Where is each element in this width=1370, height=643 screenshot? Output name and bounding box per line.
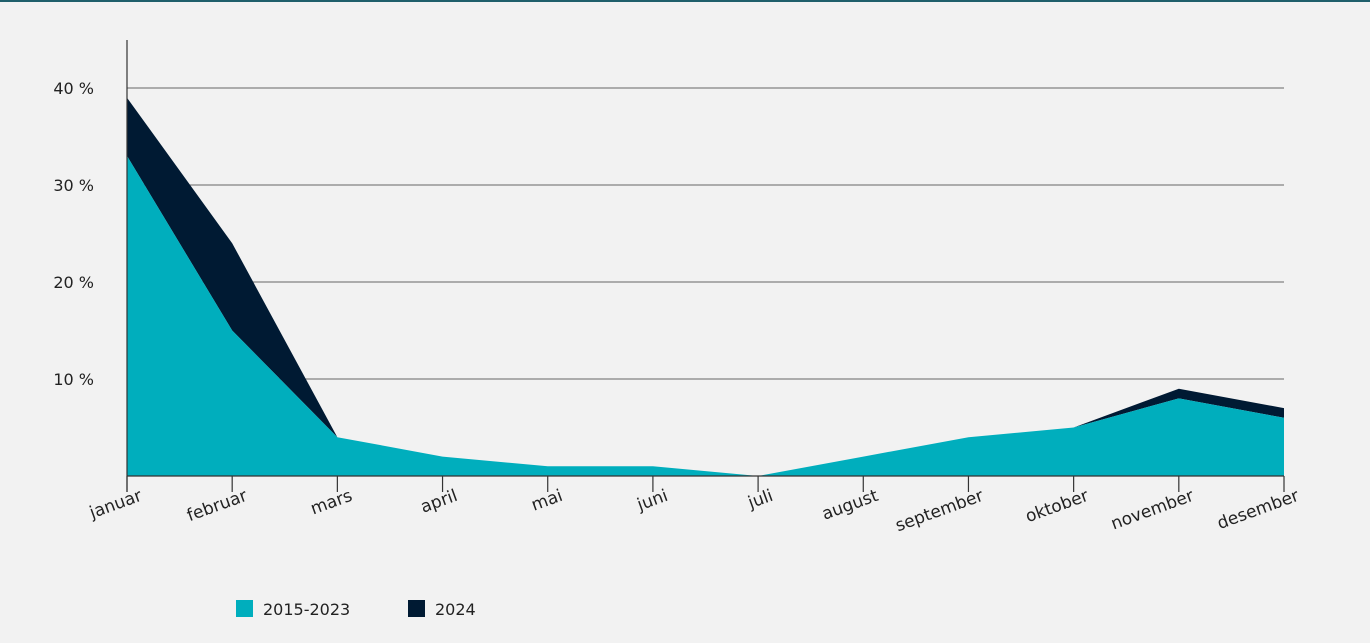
grid-lines	[127, 87, 1284, 380]
area-series-2015-2023	[127, 155, 1284, 476]
x-tick-label-november: november	[1108, 486, 1196, 534]
y-tick-label: 10 %	[53, 370, 94, 389]
legend-label-2024: 2024	[435, 600, 476, 619]
x-tick-labels: januar februar mars april mai juni juli august s…	[86, 486, 1302, 536]
x-tick-label-desember: desember	[1215, 486, 1302, 534]
x-tick-label-august: august	[819, 486, 881, 525]
x-tick-label-oktober: oktober	[1023, 486, 1091, 527]
legend-swatch-2024	[408, 600, 425, 617]
x-tick-label-juni: juni	[634, 486, 671, 516]
x-tick-label-juli: juli	[745, 486, 776, 514]
chart-axes	[126, 40, 1285, 492]
x-tick-label-januar: januar	[86, 486, 145, 524]
x-tick-label-september: september	[893, 486, 986, 536]
y-tick-labels: 10 % 20 % 30 % 40 %	[53, 79, 94, 389]
y-tick-label: 30 %	[53, 176, 94, 195]
y-tick-label: 20 %	[53, 273, 94, 292]
legend: 2015-2023 2024	[236, 600, 476, 619]
x-tick-label-april: april	[418, 486, 460, 518]
x-tick-label-februar: februar	[184, 486, 249, 526]
legend-label-2015-2023: 2015-2023	[263, 600, 350, 619]
chart-areas	[127, 97, 1284, 476]
x-tick-label-mars: mars	[308, 486, 355, 519]
y-tick-label: 40 %	[53, 79, 94, 98]
legend-swatch-2015-2023	[236, 600, 253, 617]
x-tick-label-mai: mai	[529, 486, 566, 516]
